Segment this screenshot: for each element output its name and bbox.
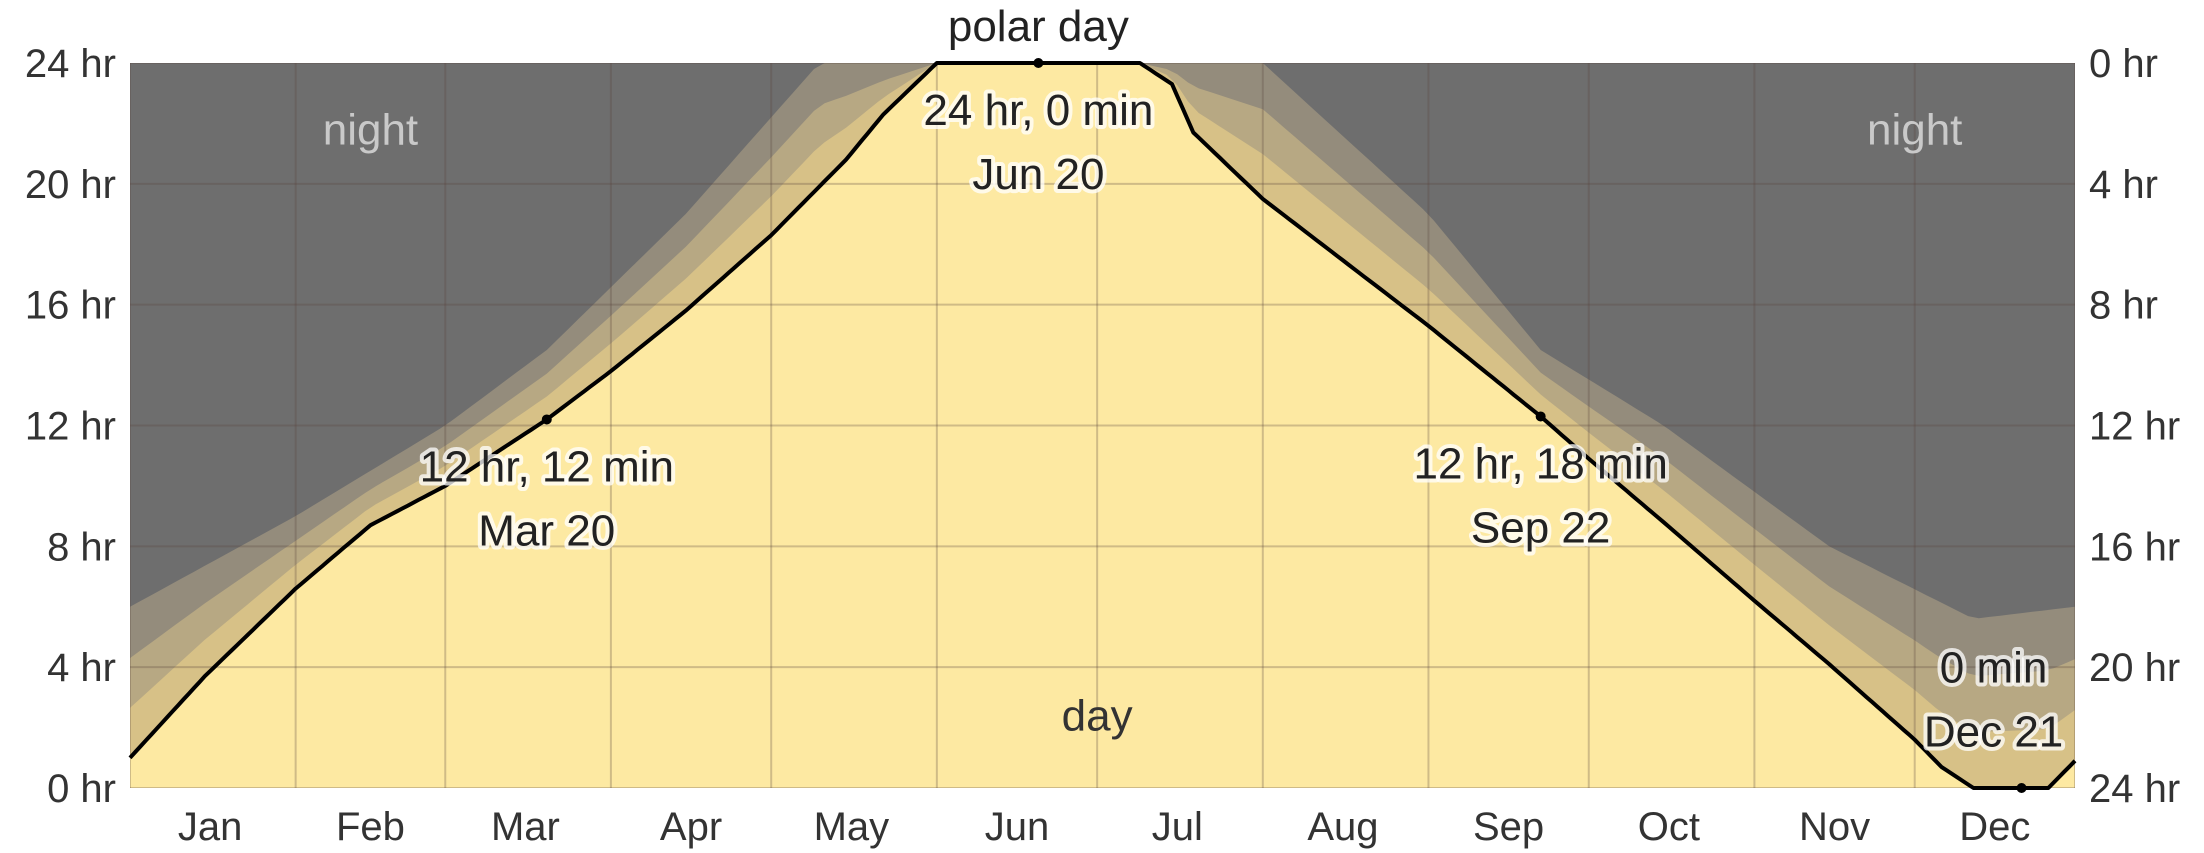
annotation-halo: Dec 21 (1924, 707, 2063, 756)
plot-area (130, 63, 2075, 788)
y-left-tick-label: 4 hr (47, 646, 116, 690)
x-tick-label: Dec (1959, 805, 2030, 849)
night-label-right: night (1867, 106, 1962, 155)
daylight-line (128, 61, 2077, 790)
annotation-marker (541, 414, 552, 425)
annotation-text: Mar 20 (478, 506, 615, 555)
annotation-text: Sep 22 (1471, 503, 1610, 552)
y-right-tick-label: 12 hr (2089, 405, 2180, 449)
annotation-halo: Mar 20 (478, 506, 615, 555)
y-left-tick-label: 8 hr (47, 525, 116, 569)
annotation-text: 0 min (1940, 643, 2048, 692)
annotation-text: 24 hr, 0 min (923, 86, 1153, 135)
annotation-halo: polar day (948, 2, 1129, 51)
annotation-halo: 12 hr, 18 min (1413, 439, 1667, 488)
x-tick-label: Jul (1152, 805, 1203, 849)
night-label-left: night (323, 106, 418, 155)
x-tick-label: Nov (1799, 805, 1870, 849)
day-label: day (1062, 692, 1133, 741)
annotation-halo: Jun 20 (972, 150, 1104, 199)
x-tick-label: Feb (336, 805, 405, 849)
x-tick-label: Oct (1638, 805, 1700, 849)
annotation-halo: 24 hr, 0 min (923, 86, 1153, 135)
x-tick-label: Jun (985, 805, 1050, 849)
x-tick-label: Jan (178, 805, 243, 849)
y-right-tick-label: 4 hr (2089, 163, 2158, 207)
annotation-marker (1535, 411, 1546, 422)
y-right-tick-label: 20 hr (2089, 646, 2180, 690)
annotation-marker (1033, 58, 1044, 68)
y-left-tick-label: 20 hr (25, 163, 116, 207)
x-tick-label: Mar (491, 805, 560, 849)
annotation-text: 12 hr, 18 min (1413, 439, 1667, 488)
annotation-text: Dec 21 (1924, 707, 2063, 756)
annotation-text: Jun 20 (972, 150, 1104, 199)
y-right-tick-label: 0 hr (2089, 42, 2158, 86)
x-tick-label: Sep (1473, 805, 1544, 849)
x-tick-label: Apr (660, 805, 722, 849)
y-left-tick-label: 12 hr (25, 405, 116, 449)
daylight-series-line (128, 61, 2077, 790)
annotation-text: polar day (948, 2, 1129, 51)
y-right-tick-label: 16 hr (2089, 525, 2180, 569)
x-tick-label: May (814, 805, 890, 849)
x-tick-label: Aug (1307, 805, 1378, 849)
annotation-halo: Sep 22 (1471, 503, 1610, 552)
grid (130, 63, 2075, 788)
annotation-halo: 0 min (1940, 643, 2048, 692)
y-right-tick-label: 24 hr (2089, 767, 2180, 811)
y-right-tick-label: 8 hr (2089, 284, 2158, 328)
annotation-text: 12 hr, 12 min (420, 442, 674, 491)
annotation-halo: 12 hr, 12 min (420, 442, 674, 491)
labels: Jan Feb Mar Apr May Jun Jul Aug Sep Oct Nov Dec 0 hr… (25, 0, 2180, 849)
y-left-tick-label: 0 hr (47, 767, 116, 811)
day-region (130, 63, 2075, 788)
y-left-tick-label: 24 hr (25, 42, 116, 86)
y-left-tick-label: 16 hr (25, 284, 116, 328)
annotation-marker (2016, 783, 2027, 793)
